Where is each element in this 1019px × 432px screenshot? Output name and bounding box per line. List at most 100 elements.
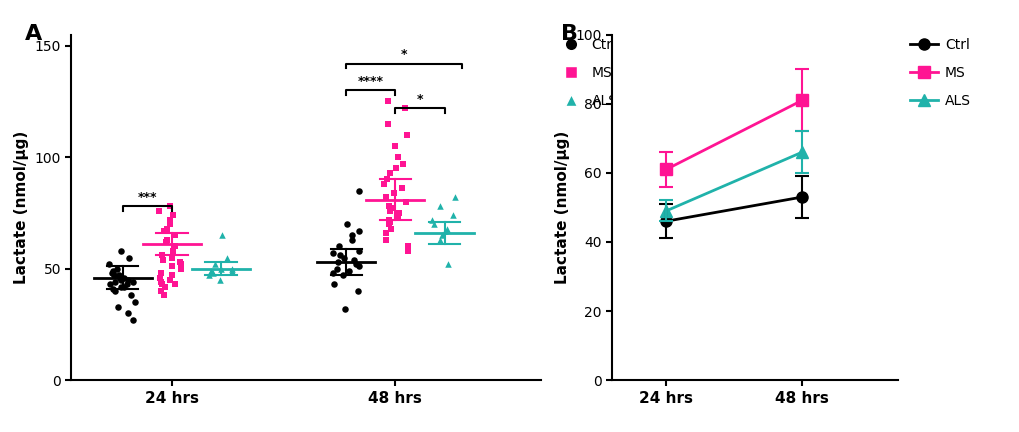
Point: [156, 227, 172, 234]
Text: *: *: [400, 48, 408, 61]
Point: [104, 270, 120, 276]
Point: [325, 281, 341, 288]
Point: [424, 216, 440, 223]
Point: [105, 285, 121, 292]
Point: [152, 274, 168, 281]
Point: [119, 276, 136, 283]
Point: [154, 281, 170, 288]
Point: [106, 288, 122, 295]
Point: [164, 272, 180, 279]
Point: [351, 227, 367, 234]
Point: [387, 165, 404, 172]
Point: [120, 254, 137, 261]
Point: [153, 288, 169, 295]
Point: [167, 243, 183, 250]
Point: [112, 274, 128, 281]
Text: ***: ***: [138, 191, 157, 204]
Point: [394, 160, 411, 167]
Point: [377, 229, 393, 236]
Point: [399, 243, 416, 250]
Point: [381, 207, 397, 214]
Point: [107, 279, 123, 286]
Point: [166, 281, 182, 288]
Point: [350, 288, 366, 295]
Point: [164, 254, 180, 261]
Point: [201, 272, 217, 279]
Point: [389, 212, 406, 219]
Point: [399, 248, 416, 254]
Point: [112, 283, 128, 290]
Point: [110, 272, 126, 279]
Point: [439, 261, 455, 268]
Point: [213, 265, 229, 272]
Point: [167, 232, 183, 239]
Point: [397, 198, 414, 205]
Point: [425, 221, 441, 228]
Point: [444, 212, 461, 219]
Point: [124, 279, 141, 286]
Point: [438, 225, 454, 232]
Point: [331, 252, 347, 259]
Point: [163, 263, 179, 270]
Point: [171, 258, 187, 265]
Point: [379, 98, 395, 105]
Point: [158, 236, 174, 243]
Point: [151, 207, 167, 214]
Point: [378, 176, 394, 183]
Text: *: *: [417, 93, 423, 106]
Point: [390, 154, 407, 161]
Text: B: B: [560, 24, 577, 44]
Legend: Ctrl, MS, ALS: Ctrl, MS, ALS: [909, 38, 970, 108]
Point: [345, 256, 362, 263]
Point: [336, 254, 353, 261]
Point: [380, 221, 396, 228]
Point: [165, 212, 181, 219]
Point: [351, 187, 367, 194]
Point: [109, 303, 125, 310]
Point: [437, 227, 453, 234]
Point: [112, 248, 128, 254]
Point: [156, 283, 172, 290]
Point: [336, 305, 353, 312]
Point: [173, 261, 190, 268]
Point: [109, 265, 125, 272]
Point: [162, 216, 178, 223]
Y-axis label: Lactate (nmol/μg): Lactate (nmol/μg): [14, 131, 29, 284]
Point: [334, 272, 351, 279]
Point: [434, 232, 450, 239]
Point: [119, 310, 136, 317]
Point: [119, 281, 136, 288]
Point: [393, 185, 410, 192]
Point: [203, 267, 219, 274]
Point: [381, 169, 397, 176]
Point: [127, 299, 144, 305]
Point: [218, 254, 234, 261]
Point: [211, 276, 227, 283]
Point: [343, 236, 360, 243]
Point: [385, 189, 401, 196]
Point: [446, 194, 463, 201]
Point: [390, 210, 407, 216]
Point: [223, 267, 239, 274]
Point: [173, 265, 190, 272]
Point: [431, 203, 447, 210]
Point: [351, 248, 367, 254]
Point: [106, 272, 122, 279]
Point: [161, 221, 177, 228]
Text: A: A: [24, 24, 42, 44]
Point: [381, 203, 397, 210]
Point: [396, 105, 413, 111]
Point: [339, 221, 356, 228]
Point: [105, 267, 121, 274]
Point: [324, 250, 340, 257]
Point: [376, 181, 392, 187]
Point: [159, 225, 175, 232]
Point: [156, 292, 172, 299]
Legend: Ctrl, MS, ALS: Ctrl, MS, ALS: [556, 38, 618, 108]
Point: [155, 256, 171, 263]
Point: [325, 270, 341, 276]
Point: [329, 265, 345, 272]
Point: [157, 238, 173, 245]
Point: [154, 252, 170, 259]
Point: [205, 270, 221, 276]
